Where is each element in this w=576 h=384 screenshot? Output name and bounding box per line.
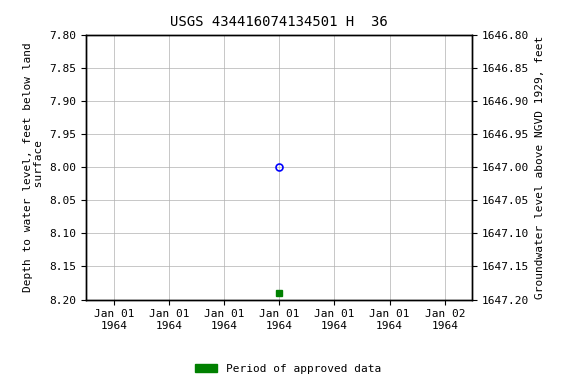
Legend: Period of approved data: Period of approved data [191, 359, 385, 379]
Title: USGS 434416074134501 H  36: USGS 434416074134501 H 36 [170, 15, 388, 29]
Y-axis label: Groundwater level above NGVD 1929, feet: Groundwater level above NGVD 1929, feet [535, 35, 545, 299]
Y-axis label: Depth to water level, feet below land
 surface: Depth to water level, feet below land su… [22, 42, 44, 292]
